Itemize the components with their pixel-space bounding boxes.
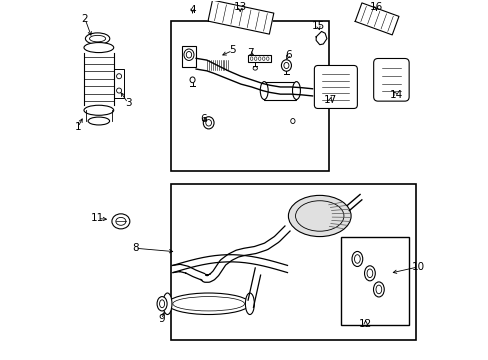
Ellipse shape [112,214,130,229]
Text: 17: 17 [323,95,336,104]
Text: 14: 14 [388,90,402,100]
Text: 8: 8 [132,243,138,253]
Ellipse shape [364,266,374,281]
Bar [247,55,271,62]
Text: 4: 4 [189,5,196,15]
Text: 11: 11 [91,213,104,224]
Text: 6: 6 [200,114,207,124]
Ellipse shape [292,82,300,99]
Bar [182,46,196,67]
Text: 6: 6 [285,50,291,60]
Polygon shape [316,31,326,45]
Ellipse shape [288,195,350,237]
Ellipse shape [260,82,267,99]
Text: 3: 3 [124,98,131,108]
Text: 5: 5 [229,45,236,55]
Ellipse shape [167,293,249,315]
Ellipse shape [245,293,254,315]
Bar [171,184,416,339]
Polygon shape [207,0,273,34]
Ellipse shape [373,282,384,297]
Text: 16: 16 [369,3,382,13]
FancyBboxPatch shape [314,66,357,108]
Ellipse shape [84,42,114,53]
Text: 9: 9 [158,314,164,324]
Ellipse shape [203,117,214,129]
Text: 13: 13 [233,2,246,12]
Ellipse shape [281,60,291,71]
Bar [341,238,408,325]
Text: 1: 1 [74,122,81,132]
Text: 12: 12 [358,319,371,329]
Ellipse shape [351,251,362,266]
Text: 7: 7 [247,48,253,58]
Ellipse shape [85,33,109,44]
Text: 10: 10 [411,262,424,272]
Polygon shape [354,3,398,35]
Bar [171,21,328,171]
Bar [264,82,296,99]
Ellipse shape [163,293,172,315]
Ellipse shape [84,105,114,115]
FancyBboxPatch shape [373,58,408,101]
Bar [114,69,124,98]
Text: 15: 15 [311,21,324,31]
Text: 2: 2 [81,14,88,24]
Ellipse shape [88,117,109,125]
Ellipse shape [157,297,167,311]
